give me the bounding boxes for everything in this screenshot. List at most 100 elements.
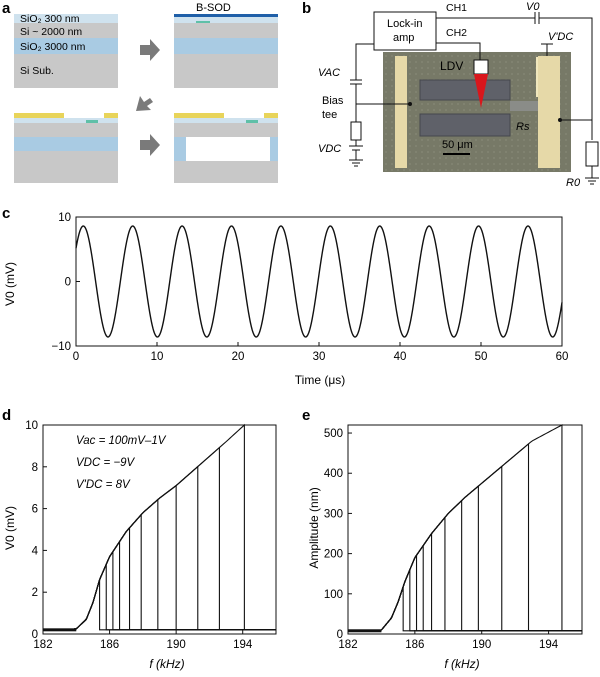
legend-vdc: VDC = −9V bbox=[76, 457, 135, 469]
scale-bar-label: 50 μm bbox=[442, 139, 473, 151]
e-x-tick-label: 186 bbox=[405, 639, 424, 651]
circuit-wiring bbox=[349, 12, 599, 185]
vdc-label: VDC bbox=[318, 143, 341, 155]
e-sweep-series bbox=[348, 543, 582, 632]
arrow-right-icon bbox=[140, 134, 160, 156]
layer-stack-metal bbox=[14, 113, 118, 183]
d-x-tick-label: 194 bbox=[233, 639, 253, 651]
c-y-tick-label: 0 bbox=[65, 277, 71, 289]
layer-stack-initial: SiO₂ 300 nm Si ~ 2000 nm SiO₂ 3000 nm Si… bbox=[14, 13, 118, 88]
d-sweep-series bbox=[43, 579, 276, 631]
e-sweep-series bbox=[348, 553, 582, 632]
d-x-tick-label: 186 bbox=[100, 639, 119, 651]
d-sweep-series bbox=[43, 465, 276, 631]
e-baseline-band bbox=[348, 629, 382, 633]
d-sweep-series bbox=[43, 423, 276, 631]
panel-label-a: a bbox=[2, 0, 11, 17]
c-x-axis-label: Time (μs) bbox=[295, 373, 345, 387]
ch1-label: CH1 bbox=[446, 2, 467, 14]
e-sweep-series bbox=[348, 515, 582, 632]
d-y-tick-label: 4 bbox=[32, 545, 39, 557]
legend-vac: Vac = 100mV–1V bbox=[76, 435, 167, 447]
bias-label: Bias bbox=[322, 95, 344, 107]
e-x-tick-label: 190 bbox=[472, 639, 491, 651]
e-y-tick-label: 400 bbox=[324, 468, 343, 480]
layer-label-sio2-mid: SiO₂ 3000 nm bbox=[20, 41, 86, 53]
d-y-tick-label: 2 bbox=[32, 587, 38, 599]
e-x-tick-label: 194 bbox=[539, 639, 559, 651]
d-x-axis-label: f (kHz) bbox=[149, 657, 184, 671]
layer-stack-bsod bbox=[174, 14, 278, 88]
c-x-tick-label: 20 bbox=[232, 351, 245, 363]
e-y-axis-label: Amplitude (nm) bbox=[307, 487, 321, 568]
e-x-tick-label: 182 bbox=[338, 639, 357, 651]
layer-stack-released bbox=[174, 113, 278, 183]
panel-label-b: b bbox=[302, 0, 311, 17]
c-x-tick-label: 30 bbox=[313, 351, 326, 363]
e-y-tick-label: 0 bbox=[337, 629, 343, 641]
c-x-tick-label: 10 bbox=[151, 351, 164, 363]
d-x-tick-label: 190 bbox=[167, 639, 186, 651]
bsod-title: B-SOD bbox=[196, 2, 231, 14]
e-sweep-series bbox=[348, 531, 582, 632]
layer-label-si: Si ~ 2000 nm bbox=[20, 26, 82, 38]
c-y-tick-label: 10 bbox=[58, 212, 71, 224]
laser-beam-icon bbox=[474, 74, 488, 108]
amp-label: amp bbox=[393, 32, 414, 44]
arrow-down-left-icon bbox=[136, 96, 153, 111]
c-x-tick-label: 40 bbox=[394, 351, 407, 363]
d-y-tick-label: 10 bbox=[25, 420, 38, 432]
c-series-line bbox=[75, 225, 563, 338]
e-y-tick-label: 200 bbox=[324, 549, 343, 561]
e-sweep-series bbox=[348, 484, 582, 632]
d-sweep-series bbox=[43, 539, 276, 631]
c-axes-frame bbox=[75, 216, 563, 347]
d-y-tick-label: 8 bbox=[32, 462, 38, 474]
panel-label-e: e bbox=[302, 407, 310, 424]
d-sweep-series bbox=[43, 564, 276, 631]
voltage-sweep-plot: 182 186 190 194 0 2 4 6 8 10 bbox=[25, 420, 277, 651]
ch2-label: CH2 bbox=[446, 27, 467, 39]
d-sweep-series bbox=[43, 549, 276, 631]
c-y-tick-label: −10 bbox=[51, 341, 71, 353]
tee-label: tee bbox=[322, 109, 337, 121]
e-sweep-series bbox=[348, 465, 582, 632]
layer-label-sio2-top: SiO₂ 300 nm bbox=[20, 13, 80, 25]
e-sweep-series bbox=[348, 586, 582, 632]
e-sweep-series bbox=[348, 499, 582, 632]
junction-dot bbox=[408, 102, 412, 106]
panel-label-c: c bbox=[2, 205, 10, 222]
layer-label-substrate: Si Sub. bbox=[20, 65, 54, 77]
amplitude-sweep-plot: 182 186 190 194 0 100 200 300 400 500 bbox=[324, 424, 583, 651]
e-y-tick-label: 100 bbox=[324, 589, 343, 601]
d-baseline-band bbox=[43, 628, 77, 632]
vac-label: VAC bbox=[318, 67, 340, 79]
c-x-tick-label: 50 bbox=[475, 351, 488, 363]
ldv-label: LDV bbox=[440, 59, 463, 73]
e-sweep-series bbox=[348, 569, 582, 632]
d-sweep-series bbox=[43, 526, 276, 631]
r0-label: R0 bbox=[566, 177, 581, 189]
panel-label-d: d bbox=[2, 407, 11, 424]
e-axes-frame bbox=[347, 424, 583, 635]
d-y-tick-label: 0 bbox=[32, 629, 38, 641]
d-x-tick-label: 182 bbox=[33, 639, 52, 651]
e-y-tick-label: 300 bbox=[324, 508, 343, 520]
c-x-tick-label: 60 bbox=[556, 351, 569, 363]
d-y-tick-label: 6 bbox=[32, 504, 38, 516]
legend-vdc-prime: V'DC = 8V bbox=[76, 479, 131, 491]
e-sweep-series bbox=[348, 442, 582, 632]
arrow-right-icon bbox=[140, 39, 160, 61]
process-arrows bbox=[136, 39, 160, 156]
lockin-amp-box bbox=[373, 11, 437, 51]
d-sweep-series bbox=[43, 498, 276, 631]
e-x-axis-label: f (kHz) bbox=[444, 657, 479, 671]
d-sweep-series bbox=[43, 484, 276, 631]
d-sweep-series bbox=[43, 446, 276, 631]
c-y-axis-label: V0 (mV) bbox=[3, 262, 17, 306]
v0-label: V0 bbox=[526, 1, 540, 13]
d-axes-frame bbox=[42, 424, 277, 635]
d-y-axis-label: V0 (mV) bbox=[3, 506, 17, 550]
